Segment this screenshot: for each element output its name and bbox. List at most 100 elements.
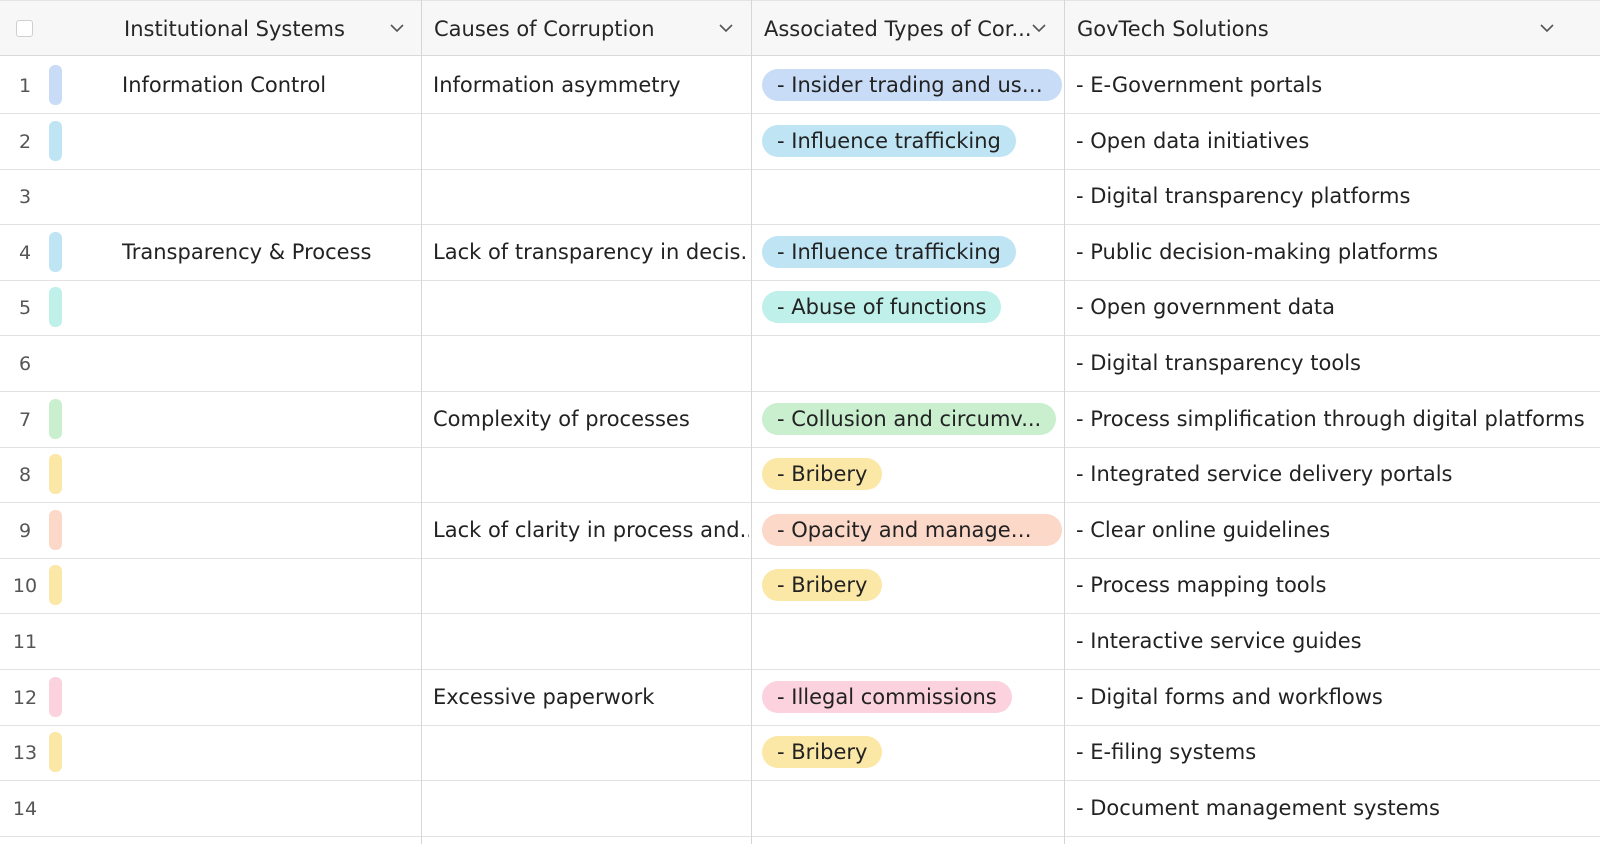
row-color-indicator xyxy=(49,231,62,272)
cell-cause[interactable] xyxy=(433,335,749,391)
corruption-type-chip[interactable]: - Bribery xyxy=(762,569,883,602)
select-all-checkbox[interactable] xyxy=(16,20,33,37)
corruption-type-chip[interactable]: - Influence trafficking xyxy=(762,235,1016,268)
cell-institutional-system[interactable] xyxy=(122,279,418,335)
cell-govtech-solution[interactable]: - Public decision-making platforms xyxy=(1076,239,1439,264)
cell-govtech-solution[interactable]: - Digital forms and workflows xyxy=(1076,684,1383,709)
grid-header: Institutional Systems Causes of Corrupti… xyxy=(0,0,1600,56)
cell-corruption-type[interactable]: - Abuse of functions xyxy=(762,279,1062,335)
row-number: 3 xyxy=(18,186,32,209)
cell-cause[interactable] xyxy=(433,557,749,613)
cell-cause[interactable]: Lack of transparency in decis... xyxy=(433,239,749,264)
corruption-type-chip[interactable]: - Influence trafficking xyxy=(762,124,1016,157)
corruption-type-chip[interactable]: - Insider trading and use... xyxy=(762,69,1062,101)
cell-cause[interactable] xyxy=(433,613,749,669)
cell-corruption-type[interactable] xyxy=(762,168,1062,224)
table-row[interactable]: 1 Information Control Information asymme… xyxy=(0,57,1600,114)
row-color-indicator xyxy=(49,65,62,105)
cell-cause[interactable] xyxy=(433,113,749,169)
cell-corruption-type[interactable]: - Insider trading and use... xyxy=(762,57,1062,113)
cell-corruption-type[interactable]: - Illegal commissions xyxy=(762,669,1062,725)
cell-corruption-type[interactable] xyxy=(762,613,1062,669)
cell-govtech-solution[interactable]: - Process mapping tools xyxy=(1076,573,1327,598)
cell-govtech-solution[interactable]: - Integrated service delivery portals xyxy=(1076,462,1453,487)
cell-govtech-solution[interactable]: - Digital transparency tools xyxy=(1076,351,1361,375)
cell-corruption-type[interactable]: - Opacity and managem... xyxy=(762,502,1062,558)
cell-cause[interactable] xyxy=(433,780,749,836)
row-color-indicator xyxy=(49,565,62,606)
table-row[interactable]: 10 - Bribery - Process mapping tools xyxy=(0,557,1600,615)
cell-govtech-solution[interactable]: - Interactive service guides xyxy=(1076,629,1362,653)
cell-cause[interactable] xyxy=(433,446,749,502)
table-row[interactable]: 6 - Digital transparency tools xyxy=(0,335,1600,392)
table-row[interactable]: 7 Complexity of processes - Collusion an… xyxy=(0,391,1600,448)
table-row[interactable]: 8 - Bribery - Integrated service deliver… xyxy=(0,446,1600,504)
chevron-down-icon[interactable] xyxy=(1538,19,1556,37)
column-divider xyxy=(751,0,752,844)
cell-cause[interactable] xyxy=(433,168,749,224)
corruption-type-chip[interactable]: - Abuse of functions xyxy=(762,291,1002,324)
table-row[interactable]: 5 - Abuse of functions - Open government… xyxy=(0,279,1600,337)
cell-corruption-type[interactable]: - Influence trafficking xyxy=(762,113,1062,169)
table-row[interactable]: 4 Transparency & Process Lack of transpa… xyxy=(0,224,1600,281)
column-header-govtech-solutions[interactable]: GovTech Solutions xyxy=(1077,1,1600,57)
cell-govtech-solution[interactable]: - E-filing systems xyxy=(1076,740,1257,765)
row-number: 13 xyxy=(12,742,38,765)
cell-govtech-solution[interactable]: - Open data initiatives xyxy=(1076,128,1310,153)
table-row[interactable]: 2 - Influence trafficking - Open data in… xyxy=(0,113,1600,170)
cell-cause[interactable] xyxy=(433,724,749,780)
row-number: 7 xyxy=(18,408,32,431)
cell-govtech-solution[interactable]: - Open government data xyxy=(1076,295,1336,320)
cell-institutional-system[interactable] xyxy=(122,446,418,502)
column-header-institutional-systems[interactable]: Institutional Systems xyxy=(124,1,422,57)
cell-cause[interactable]: Excessive paperwork xyxy=(433,684,655,709)
corruption-type-chip[interactable]: - Opacity and managem... xyxy=(762,513,1062,546)
cell-institutional-system[interactable] xyxy=(122,335,418,391)
row-number: 1 xyxy=(18,75,32,97)
cell-institutional-system[interactable] xyxy=(122,113,418,169)
cell-institutional-system[interactable] xyxy=(122,613,418,669)
table-row[interactable]: 9 Lack of clarity in process and... - Op… xyxy=(0,502,1600,559)
table-row[interactable]: 14 - Document management systems xyxy=(0,780,1600,837)
cell-cause[interactable]: Lack of clarity in process and... xyxy=(433,517,749,542)
cell-govtech-solution[interactable]: - E-Government portals xyxy=(1076,73,1323,97)
cell-corruption-type[interactable]: - Bribery xyxy=(762,724,1062,780)
table-row[interactable]: 11 - Interactive service guides xyxy=(0,613,1600,670)
corruption-type-chip[interactable]: - Illegal commissions xyxy=(762,680,1012,713)
cell-cause[interactable]: Information asymmetry xyxy=(433,73,681,97)
cell-cause[interactable]: Complexity of processes xyxy=(433,406,690,431)
cell-institutional-system[interactable] xyxy=(122,502,418,558)
column-header-causes-of-corruption[interactable]: Causes of Corruption xyxy=(434,1,752,57)
cell-institutional-system[interactable]: Transparency & Process xyxy=(122,239,372,264)
cell-govtech-solution[interactable]: - Process simplification through digital… xyxy=(1076,406,1585,431)
chevron-down-icon[interactable] xyxy=(388,19,406,37)
cell-corruption-type[interactable]: - Collusion and circumv... xyxy=(762,391,1062,447)
cell-corruption-type[interactable]: - Bribery xyxy=(762,557,1062,613)
row-number: 11 xyxy=(12,631,38,653)
table-row[interactable]: 3 - Digital transparency platforms xyxy=(0,168,1600,226)
cell-institutional-system[interactable] xyxy=(122,780,418,836)
cell-institutional-system[interactable] xyxy=(122,669,418,725)
cell-govtech-solution[interactable]: - Clear online guidelines xyxy=(1076,517,1331,542)
cell-institutional-system[interactable]: Information Control xyxy=(122,73,327,97)
corruption-type-chip[interactable]: - Bribery xyxy=(762,736,883,769)
cell-corruption-type[interactable]: - Bribery xyxy=(762,446,1062,502)
column-header-label: GovTech Solutions xyxy=(1077,17,1269,41)
cell-institutional-system[interactable] xyxy=(122,391,418,447)
cell-corruption-type[interactable] xyxy=(762,780,1062,836)
chevron-down-icon[interactable] xyxy=(1030,19,1048,37)
cell-corruption-type[interactable]: - Influence trafficking xyxy=(762,224,1062,280)
cell-corruption-type[interactable] xyxy=(762,335,1062,391)
column-header-associated-types[interactable]: Associated Types of Cor... xyxy=(764,1,1064,57)
cell-institutional-system[interactable] xyxy=(122,168,418,224)
table-row[interactable]: 13 - Bribery - E-filing systems xyxy=(0,724,1600,782)
cell-govtech-solution[interactable]: - Digital transparency platforms xyxy=(1076,184,1411,209)
cell-institutional-system[interactable] xyxy=(122,724,418,780)
corruption-type-chip[interactable]: - Collusion and circumv... xyxy=(762,402,1057,435)
chevron-down-icon[interactable] xyxy=(717,19,735,37)
table-row[interactable]: 12 Excessive paperwork - Illegal commiss… xyxy=(0,669,1600,726)
cell-govtech-solution[interactable]: - Document management systems xyxy=(1076,795,1440,820)
cell-cause[interactable] xyxy=(433,279,749,335)
corruption-type-chip[interactable]: - Bribery xyxy=(762,458,883,491)
cell-institutional-system[interactable] xyxy=(122,557,418,613)
